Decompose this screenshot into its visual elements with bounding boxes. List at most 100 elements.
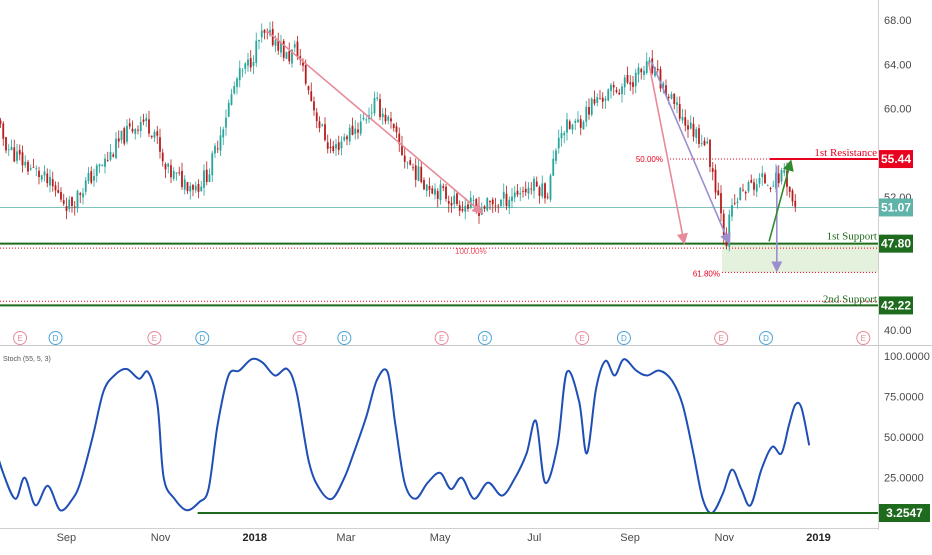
- candle: [373, 97, 376, 114]
- candle: [656, 68, 659, 71]
- candle: [326, 142, 329, 149]
- candle: [175, 172, 178, 174]
- price-tag-bg: [879, 504, 930, 522]
- event-label: D: [341, 334, 347, 343]
- earnings-marker: E: [714, 331, 729, 345]
- candle: [329, 146, 332, 148]
- candle: [216, 148, 219, 150]
- candle: [35, 168, 38, 170]
- candle: [618, 92, 621, 95]
- event-label: D: [199, 334, 205, 343]
- candle: [599, 98, 601, 100]
- candle: [552, 158, 555, 176]
- candle: [643, 70, 645, 75]
- candle: [387, 116, 390, 121]
- candle: [648, 60, 651, 64]
- dividend-marker: D: [48, 331, 63, 345]
- candle: [571, 124, 574, 130]
- candle: [670, 94, 673, 99]
- candle: [348, 127, 351, 142]
- candle: [486, 198, 489, 211]
- candle: [362, 117, 365, 120]
- event-label: D: [763, 334, 769, 343]
- candle: [183, 179, 186, 190]
- event-label: D: [53, 334, 59, 343]
- candle: [161, 152, 164, 162]
- candle: [753, 182, 755, 190]
- candle: [194, 185, 197, 191]
- earnings-marker: E: [147, 331, 162, 345]
- event-label: E: [297, 334, 302, 343]
- candle: [0, 120, 2, 124]
- event-circle: [856, 331, 871, 345]
- candle: [211, 153, 214, 176]
- candle: [351, 125, 354, 135]
- candles-group: [0, 21, 797, 252]
- candle: [640, 68, 643, 73]
- candle: [678, 104, 681, 119]
- candle: [695, 129, 698, 138]
- price-tag-support: 47.80: [879, 234, 913, 253]
- candle: [414, 165, 417, 180]
- candle: [392, 123, 395, 128]
- candle: [777, 173, 780, 184]
- event-circle: [477, 331, 492, 345]
- candle: [651, 58, 654, 74]
- candle: [381, 113, 384, 118]
- candle: [442, 186, 445, 188]
- price-tag-last: 51.07: [879, 198, 913, 217]
- x-tick-label: 2018: [243, 532, 267, 544]
- support-label: 1st Support: [827, 231, 877, 243]
- candle: [736, 201, 739, 204]
- price-tag-label: 47.80: [881, 237, 911, 251]
- candle: [590, 98, 593, 115]
- x-tick-label: Mar: [336, 532, 355, 544]
- candle: [205, 169, 208, 182]
- price-tag-bg: [879, 150, 913, 169]
- candle: [390, 118, 392, 122]
- candle: [764, 174, 766, 184]
- candle: [128, 123, 131, 127]
- candle: [489, 200, 491, 203]
- candle: [626, 75, 629, 83]
- candle: [112, 154, 115, 157]
- candle: [159, 137, 161, 152]
- price-tag-bg: [879, 234, 913, 253]
- candle: [772, 185, 775, 187]
- candle: [794, 200, 797, 207]
- candle: [689, 122, 692, 129]
- candle: [260, 30, 263, 38]
- candle: [293, 44, 296, 48]
- candle: [742, 189, 744, 191]
- event-label: E: [17, 334, 22, 343]
- candle: [230, 94, 233, 105]
- candle: [115, 138, 117, 159]
- event-label: E: [152, 334, 157, 343]
- candle: [423, 180, 425, 190]
- y-tick-label: 50.0000: [884, 432, 924, 444]
- candle: [307, 86, 310, 91]
- candle: [197, 183, 200, 192]
- candle: [703, 140, 706, 146]
- candle: [681, 116, 684, 121]
- candle: [82, 193, 84, 198]
- candle: [714, 169, 717, 193]
- candle: [720, 193, 722, 214]
- event-circle: [575, 331, 590, 345]
- candle: [406, 162, 409, 164]
- x-tick-label: 2019: [806, 532, 830, 544]
- x-tick-label: Sep: [57, 532, 77, 544]
- candle: [167, 163, 170, 167]
- candle: [700, 143, 703, 145]
- candle: [662, 83, 665, 89]
- fib-zone: [722, 243, 878, 273]
- x-tick-label: Sep: [620, 532, 640, 544]
- candle: [106, 160, 109, 161]
- price-tag-bg: [879, 198, 913, 217]
- candle: [27, 161, 29, 172]
- candle: [238, 68, 241, 81]
- projection-arrow: [647, 61, 688, 245]
- event-circle: [616, 331, 631, 345]
